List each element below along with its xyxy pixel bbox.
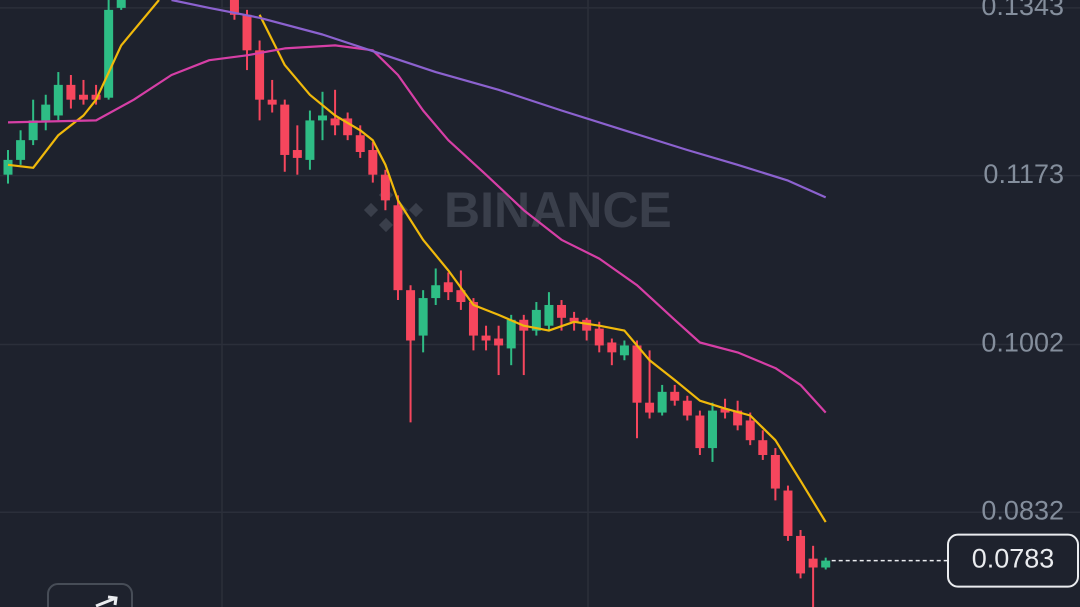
candle-body xyxy=(116,0,126,8)
candle-body xyxy=(355,135,365,152)
toolbar-button[interactable] xyxy=(47,583,133,607)
candle-body xyxy=(229,0,239,15)
candle-body xyxy=(770,455,780,489)
candle-body xyxy=(733,410,743,426)
candle-body xyxy=(292,150,302,158)
candle-body xyxy=(380,174,390,201)
candle-body xyxy=(393,205,403,291)
candle-body xyxy=(41,104,51,121)
candle-body xyxy=(783,490,793,536)
candle-body xyxy=(104,9,114,98)
candle-body xyxy=(443,282,453,293)
candle-body xyxy=(506,319,516,349)
candle-body xyxy=(582,319,592,331)
candle-body xyxy=(695,415,705,449)
candle-body xyxy=(343,118,353,136)
candle-body xyxy=(494,338,504,346)
y-tick-label: 0.0832 xyxy=(981,495,1064,525)
candle-body xyxy=(16,140,26,160)
candle-body xyxy=(531,309,541,331)
button-icon xyxy=(95,595,118,607)
candle-body xyxy=(707,410,717,449)
candle-body xyxy=(645,402,655,413)
candle-body xyxy=(305,120,315,160)
candle-body xyxy=(242,14,252,51)
candle-body xyxy=(619,345,629,356)
candle-body xyxy=(368,150,378,175)
candle-body xyxy=(607,342,617,353)
candle-body xyxy=(808,558,818,568)
candle-body xyxy=(481,335,491,341)
y-tick-label: 0.1002 xyxy=(981,328,1064,358)
candle-body xyxy=(318,115,327,121)
y-tick-label: 0.1343 xyxy=(981,0,1064,21)
moving-average xyxy=(7,44,827,414)
candle-body xyxy=(821,560,831,568)
candle-body xyxy=(758,440,768,456)
price-label-box xyxy=(947,533,1079,588)
candle-body xyxy=(720,408,730,413)
candle-body xyxy=(468,302,478,336)
candle-body xyxy=(255,50,265,100)
candle-body xyxy=(456,290,466,303)
watermark: BINANCE xyxy=(444,182,672,238)
candle-body xyxy=(3,159,13,175)
candle-body xyxy=(557,304,567,318)
candle-body xyxy=(28,120,38,141)
candle-body xyxy=(267,99,277,105)
candle-body xyxy=(330,118,340,126)
candle-body xyxy=(66,84,76,100)
candle-body xyxy=(657,391,667,413)
candle-body xyxy=(670,391,680,401)
price-label: 0.0783 xyxy=(972,544,1055,574)
candle-body xyxy=(544,304,554,326)
candle-body xyxy=(594,328,604,346)
candle-body xyxy=(796,535,806,574)
candle-body xyxy=(431,285,441,299)
moving-average xyxy=(7,0,827,523)
candle-body xyxy=(418,298,428,336)
candle-body xyxy=(406,290,416,341)
moving-average xyxy=(171,0,827,199)
candle-body xyxy=(745,420,755,441)
candle-body xyxy=(632,345,642,403)
candle-body xyxy=(280,104,290,155)
candle-body xyxy=(682,400,692,416)
candle-body xyxy=(78,94,88,100)
candle-body xyxy=(569,317,579,322)
candle-body xyxy=(53,84,63,116)
y-tick-label: 0.1173 xyxy=(983,159,1064,189)
